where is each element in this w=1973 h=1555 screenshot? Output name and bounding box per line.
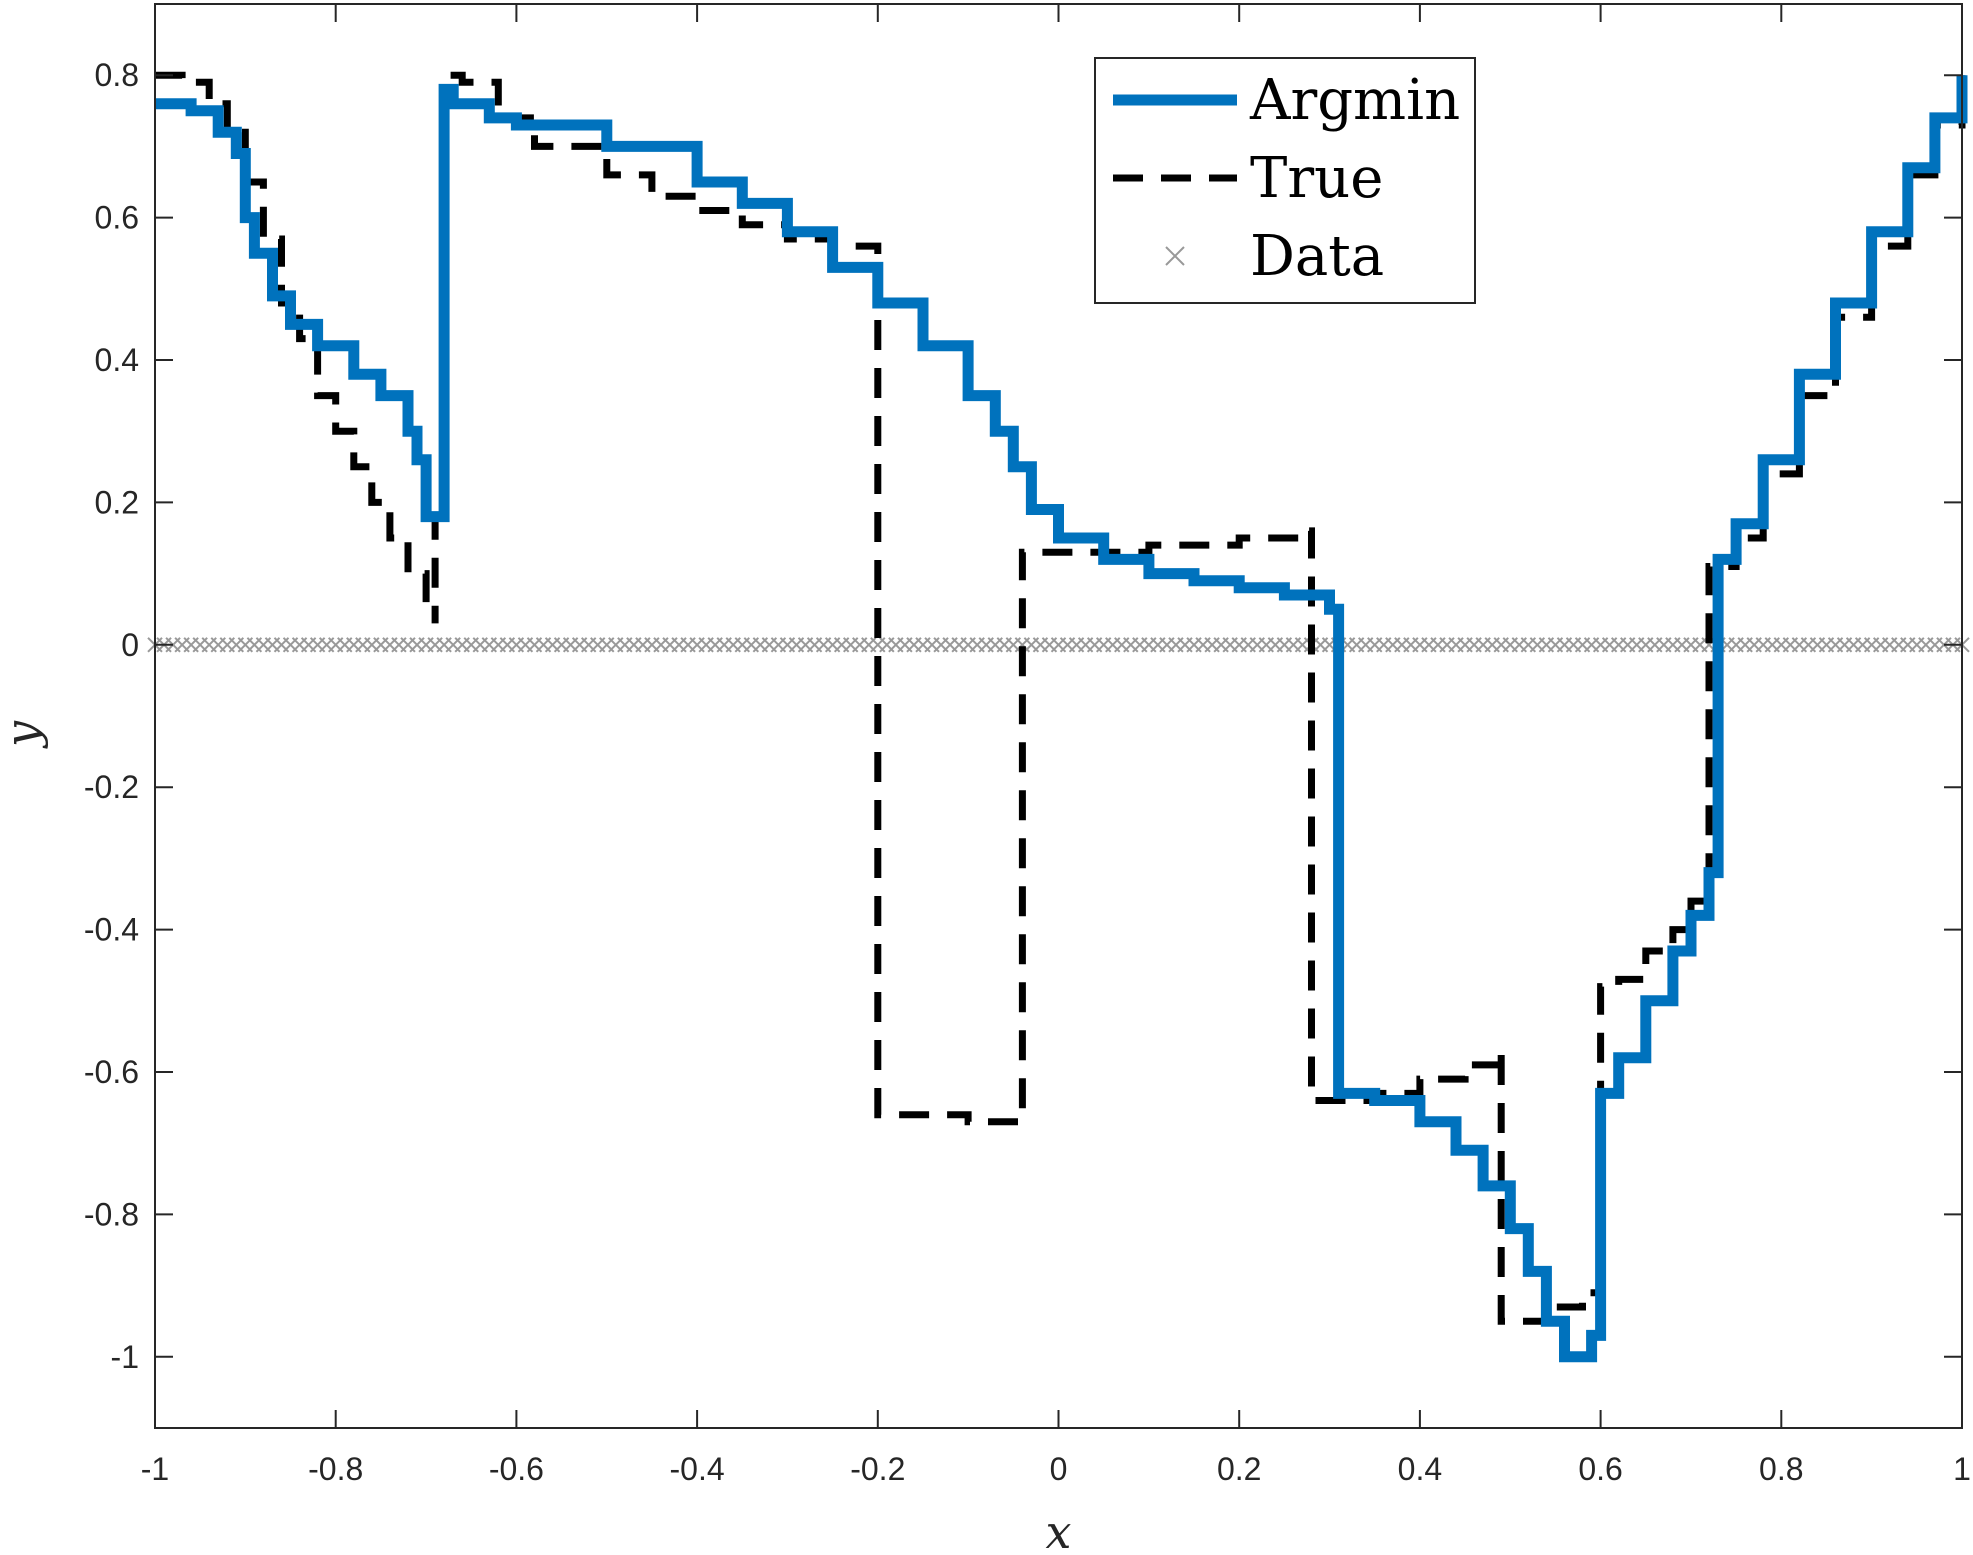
y-tick-label: 0.8 — [95, 57, 139, 93]
y-tick-label: -0.8 — [84, 1196, 139, 1232]
x-tick-label: 0.2 — [1217, 1451, 1261, 1487]
x-tick-label: 1 — [1953, 1451, 1971, 1487]
plot-area — [155, 4, 1962, 1428]
legend-label-data: Data — [1250, 224, 1384, 289]
y-tick-label: -0.4 — [84, 912, 139, 948]
plot-background — [155, 4, 1962, 1428]
legend-swatch-data — [1165, 246, 1185, 266]
legend: Argmin True Data — [1094, 57, 1476, 304]
x-tick-label: -0.8 — [308, 1451, 363, 1487]
y-axis-title: y — [0, 720, 49, 749]
y-tick-label: 0.2 — [95, 484, 139, 520]
series-true-line — [155, 71, 1966, 1325]
y-tick-label: 0.6 — [95, 200, 139, 236]
legend-label-true: True — [1250, 146, 1383, 211]
legend-label-argmin: Argmin — [1249, 68, 1460, 133]
y-tick-label: -1 — [111, 1339, 139, 1375]
x-tick-label: -1 — [141, 1451, 169, 1487]
x-tick-label: -0.4 — [670, 1451, 725, 1487]
x-tick-label: 0.6 — [1578, 1451, 1622, 1487]
series-argmin-line — [155, 75, 1968, 1363]
data-markers — [147, 637, 1970, 653]
x-tick-label: 0.4 — [1398, 1451, 1442, 1487]
x-axis-title: x — [1046, 1505, 1072, 1555]
axes: -1 -0.8 -0.6 -0.4 -0.2 0 0.2 0.4 0.6 0.8 1 0.8 0.6 0.… — [0, 3, 1971, 1555]
y-tick-label: 0.4 — [95, 342, 139, 378]
y-tick-label: -0.6 — [84, 1054, 139, 1090]
x-tick-label: -0.2 — [850, 1451, 905, 1487]
y-tick-label: -0.2 — [84, 769, 139, 805]
x-tick-label: 0 — [1050, 1451, 1068, 1487]
x-tick-label: 0.8 — [1759, 1451, 1803, 1487]
series-lines — [155, 71, 1968, 1363]
x-tick-label: -0.6 — [489, 1451, 544, 1487]
y-tick-label: 0 — [121, 627, 139, 663]
